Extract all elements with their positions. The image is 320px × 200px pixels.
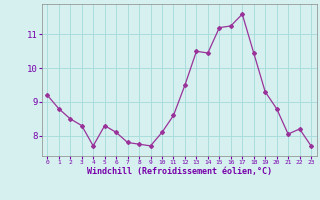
X-axis label: Windchill (Refroidissement éolien,°C): Windchill (Refroidissement éolien,°C) xyxy=(87,167,272,176)
